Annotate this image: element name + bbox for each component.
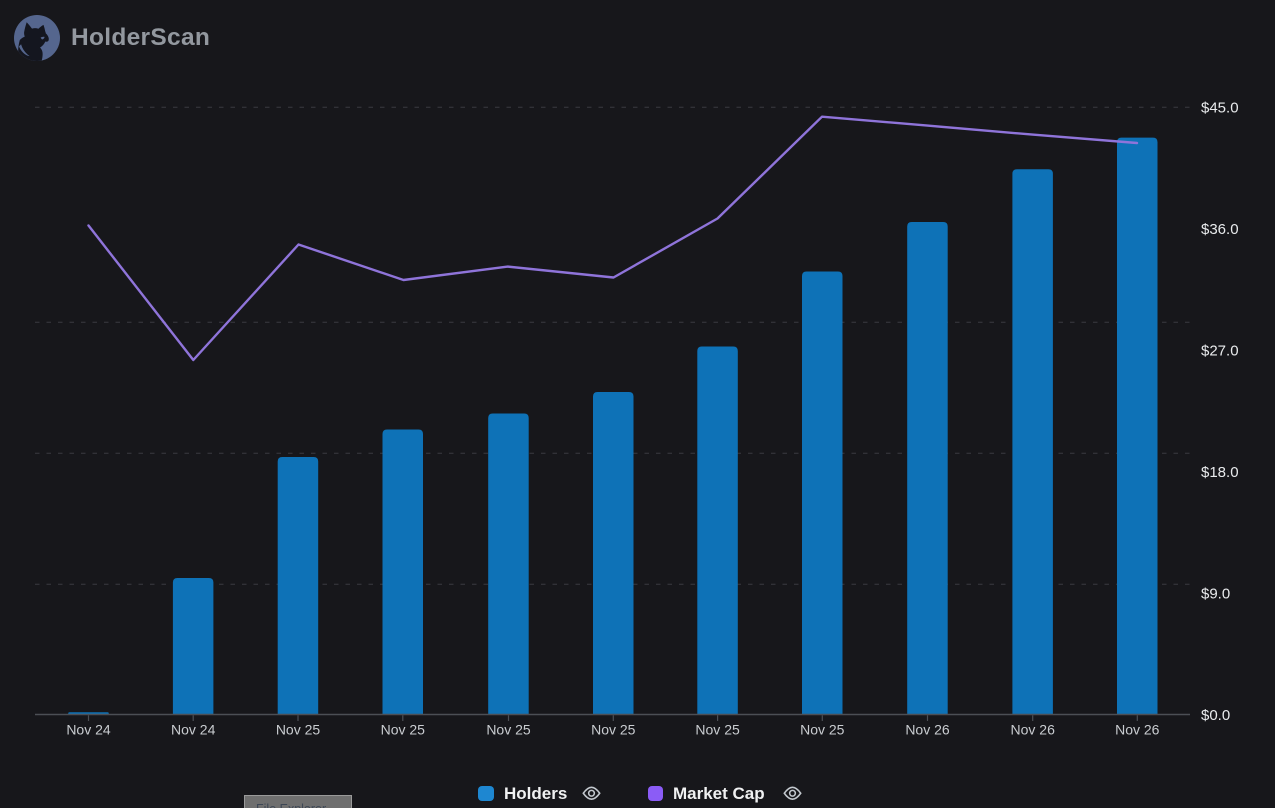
svg-text:Nov 26: Nov 26 (1011, 722, 1056, 738)
svg-text:Nov 25: Nov 25 (591, 722, 636, 738)
svg-text:Nov 25: Nov 25 (381, 722, 426, 738)
svg-text:Nov 25: Nov 25 (695, 722, 740, 738)
svg-text:$36.0: $36.0 (1201, 221, 1239, 238)
svg-text:Nov 24: Nov 24 (66, 722, 111, 738)
svg-text:Nov 26: Nov 26 (1115, 722, 1160, 738)
svg-text:$18.0: $18.0 (1201, 464, 1239, 481)
svg-text:Nov 25: Nov 25 (800, 722, 845, 738)
svg-text:$45.0: $45.0 (1201, 100, 1239, 117)
svg-text:$0.0: $0.0 (1201, 707, 1230, 724)
svg-text:$27.0: $27.0 (1201, 342, 1239, 359)
svg-text:Nov 25: Nov 25 (486, 722, 531, 738)
svg-text:$9.0: $9.0 (1201, 585, 1230, 602)
svg-text:Nov 26: Nov 26 (905, 722, 950, 738)
svg-text:Nov 24: Nov 24 (171, 722, 216, 738)
svg-text:Nov 25: Nov 25 (276, 722, 321, 738)
